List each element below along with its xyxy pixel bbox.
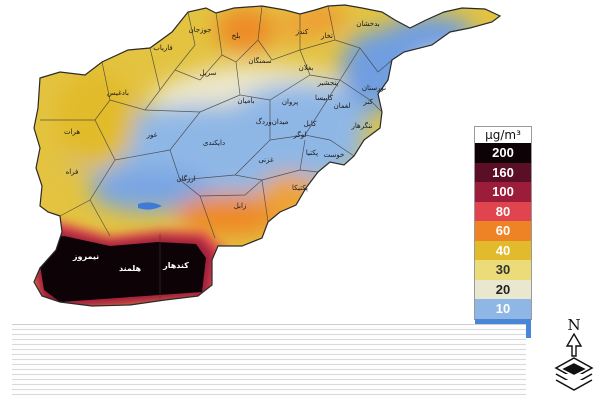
label-nimroz: نیمروز [72,252,99,261]
legend-bin: 40 [475,240,531,260]
label-baghlan: بغلان [299,64,314,72]
label-logar: لوگر [293,130,307,139]
label-herat: هرات [64,128,80,136]
legend-bin: 160 [475,162,531,182]
label-samangan: سمنگان [248,56,271,65]
label-uruzgan: ارزگان [176,174,195,183]
label-nuristan: نورستان [362,84,386,92]
label-helmand: هلمند [119,264,142,273]
legend-unit: µg/m³ [485,128,521,142]
label-zabul: زابل [234,202,247,210]
label-kunar: کنر [362,98,373,106]
label-farah: فراه [66,168,79,176]
footer-lines [12,324,526,399]
north-label: N [567,316,580,334]
label-badghis: بادغیس [107,89,129,97]
label-ghazni: غزنی [258,156,274,164]
lake [138,202,162,210]
label-nangarhar: ننگرهار [351,121,373,130]
legend-bin: 100 [475,182,531,202]
concentration-legend: µg/m³ 2001601008060403020100 [474,126,532,338]
label-takhar: تخار [320,32,333,40]
legend-bin: 10 [475,299,531,319]
label-ghor: غور [146,131,158,139]
legend-bin: 200 [475,143,531,163]
label-jowzjan: جوزجان [189,26,212,34]
legend-bin: 80 [475,201,531,221]
label-khost: خوست [324,151,345,159]
label-sar-e-pol: سرپل [200,69,217,77]
label-kapisa: کاپیسا [315,94,334,102]
label-laghman: لغمان [334,102,351,110]
layers-icon [554,357,594,391]
label-kabul: کابل [304,120,317,128]
label-panjshir: پنجشیر [317,79,339,87]
label-faryab: فاریاب [153,44,173,52]
label-balkh: بلخ [232,32,241,40]
legend-bin: 30 [475,260,531,280]
label-kunduz: کندز [295,28,309,36]
label-bamyan: بامیان [237,97,254,105]
label-paktika: پکتیکا [292,184,308,192]
label-parwan: پروان [282,98,298,106]
label-daykundi: دایکندی [203,139,225,147]
province-labels-dark: نیمروز هلمند کندهار [72,252,189,273]
legend-bins: 2001601008060403020100 [475,143,531,338]
province-boundaries [40,5,393,300]
province-labels: بدخشان کندز تخار بلخ جوزجان فاریاب سمنگا… [64,20,386,210]
legend-bin: 20 [475,279,531,299]
label-kandahar: کندهار [162,261,189,270]
label-badakhshan: بدخشان [356,20,380,28]
label-paktia: پکتیا [306,149,318,157]
label-wardak: میدان‌وردگ [256,117,289,126]
north-arrow-icon: N [554,316,594,391]
legend-bin: 60 [475,221,531,241]
